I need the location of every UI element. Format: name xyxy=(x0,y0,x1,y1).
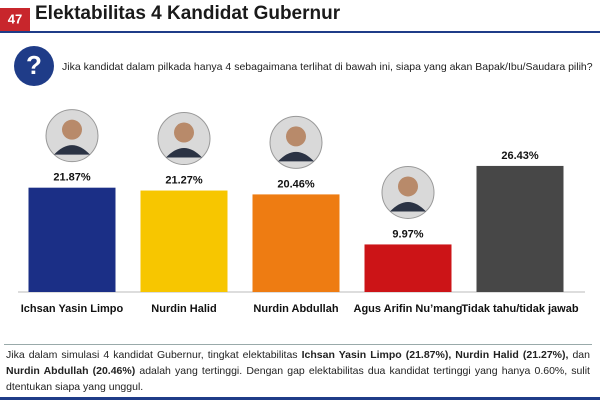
value-label: 20.46% xyxy=(277,178,315,190)
slide-number: 47 xyxy=(8,11,22,26)
bar xyxy=(140,190,228,292)
candidate-face xyxy=(62,119,82,140)
bottom-rule xyxy=(0,397,600,400)
title-rule xyxy=(0,31,600,33)
footnote-bold: Ichsan Yasin Limpo (21.87%), Nurdin Hali… xyxy=(301,349,569,361)
candidate-face xyxy=(398,176,418,197)
footnote-text: Jika dalam simulasi 4 kandidat Gubernur,… xyxy=(6,349,302,361)
candidate-silhouette xyxy=(166,148,202,158)
footnote-text: dan xyxy=(568,349,590,361)
x-tick-label: Nurdin Abdullah xyxy=(253,303,338,315)
bar xyxy=(476,165,564,292)
footnote: Jika dalam simulasi 4 kandidat Gubernur,… xyxy=(4,344,592,394)
x-tick-label: Ichsan Yasin Limpo xyxy=(21,303,124,315)
question-text: Jika kandidat dalam pilkada hanya 4 seba… xyxy=(62,61,593,73)
x-tick-label: Nurdin Halid xyxy=(151,303,216,315)
slide-number-box xyxy=(0,8,30,31)
bar xyxy=(252,194,340,292)
candidate-silhouette xyxy=(390,201,426,212)
candidate-silhouette xyxy=(54,145,90,155)
x-tick-label: Agus Arifin Nu’mang xyxy=(354,303,463,315)
question-mark: ? xyxy=(26,50,42,80)
bar xyxy=(364,244,452,292)
candidate-face xyxy=(286,126,306,147)
value-label: 26.43% xyxy=(501,150,539,162)
x-tick-label: Tidak tahu/tidak jawab xyxy=(461,303,578,315)
footnote-text: adalah yang tertinggi. Dengan gap elekta… xyxy=(6,365,590,393)
chart-title: Elektabilitas 4 Kandidat Gubernur xyxy=(35,3,341,24)
value-label: 9.97% xyxy=(392,228,423,240)
value-label: 21.87% xyxy=(53,172,91,184)
bar xyxy=(28,187,116,292)
value-label: 21.27% xyxy=(165,174,203,186)
candidate-face xyxy=(174,122,194,143)
candidate-silhouette xyxy=(278,151,314,162)
question-icon xyxy=(14,46,54,86)
footnote-bold: Nurdin Abdullah (20.46%) xyxy=(6,365,136,377)
